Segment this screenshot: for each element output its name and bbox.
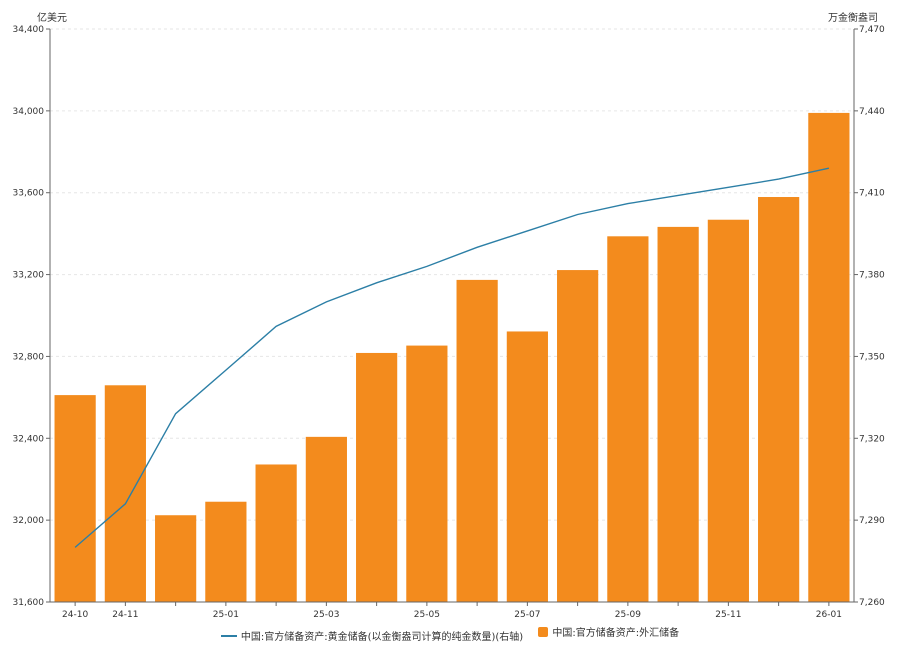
right-tick-label: 7,320 (859, 434, 885, 444)
left-tick-label: 32,400 (13, 434, 45, 444)
right-tick-label: 7,470 (859, 25, 885, 35)
left-tick-label: 33,600 (13, 189, 45, 199)
x-tick-label: 26-01 (816, 610, 842, 620)
left-tick-label: 34,400 (13, 25, 45, 35)
right-tick-label: 7,290 (859, 516, 885, 526)
gold-reserve-line (74, 167, 830, 548)
bar-25-11 (707, 219, 749, 602)
left-axis-unit: 亿美元 (37, 13, 67, 24)
x-tick-label: 25-01 (213, 610, 239, 620)
x-tick-label: 25-11 (715, 610, 741, 620)
left-tick-label: 32,800 (13, 352, 45, 362)
x-tick-label: 25-07 (514, 610, 540, 620)
right-tick-label: 7,260 (859, 598, 885, 608)
left-tick-label: 33,200 (13, 271, 45, 281)
legend-line-swatch (220, 634, 237, 637)
bar-25-08 (557, 270, 599, 602)
chart-canvas: 31,600 32,000 32,400 32,800 33,200 33,600 34,0… (13, 25, 886, 620)
bar-24-10 (54, 395, 96, 602)
right-tick-label: 7,350 (859, 352, 885, 362)
x-tick-label: 24-11 (112, 610, 138, 620)
bar-25-04 (356, 352, 398, 602)
right-tick-label: 7,410 (859, 189, 885, 199)
legend-item-fx[interactable]: 中国:官方储备资产:外汇储备 (538, 624, 679, 639)
legend: 中国:官方储备资产:黄金储备(以金衡盎司计算的纯金数量)(右轴) 中国:官方储备… (0, 624, 900, 643)
right-axis-unit: 万金衡盎司 (828, 13, 878, 24)
bar-26-01 (808, 112, 850, 603)
bar-25-02 (255, 464, 297, 602)
x-tick-label: 25-03 (313, 610, 339, 620)
left-tick-label: 34,000 (13, 107, 45, 117)
bar-25-03 (305, 436, 347, 602)
left-tick-label: 32,000 (13, 516, 45, 526)
line-series (74, 167, 830, 548)
right-tick-label: 7,440 (859, 107, 885, 117)
legend-item-gold[interactable]: 中国:官方储备资产:黄金储备(以金衡盎司计算的纯金数量)(右轴) (220, 628, 524, 643)
legend-bar-swatch (538, 626, 549, 637)
bar-25-10 (657, 226, 699, 602)
bar-25-09 (607, 236, 649, 602)
x-tick-label: 25-05 (414, 610, 440, 620)
bar-24-11 (104, 385, 146, 602)
bar-25-01 (205, 501, 247, 602)
legend-label-gold: 中国:官方储备资产:黄金储备(以金衡盎司计算的纯金数量)(右轴) (240, 632, 524, 643)
bar-25-05 (406, 345, 448, 602)
axes: 31,600 32,000 32,400 32,800 33,200 33,600 34,0… (13, 25, 886, 620)
bar-25-12 (758, 197, 800, 602)
right-tick-label: 7,380 (859, 271, 885, 281)
bar-25-06 (456, 279, 498, 602)
left-tick-label: 31,600 (13, 598, 45, 608)
legend-label-fx: 中国:官方储备资产:外汇储备 (552, 628, 680, 639)
x-tick-label: 25-09 (615, 610, 641, 620)
x-tick-label: 24-10 (62, 610, 88, 620)
bar-25-07 (506, 331, 548, 602)
bar-24-12 (155, 515, 197, 602)
bar-series (54, 112, 850, 603)
